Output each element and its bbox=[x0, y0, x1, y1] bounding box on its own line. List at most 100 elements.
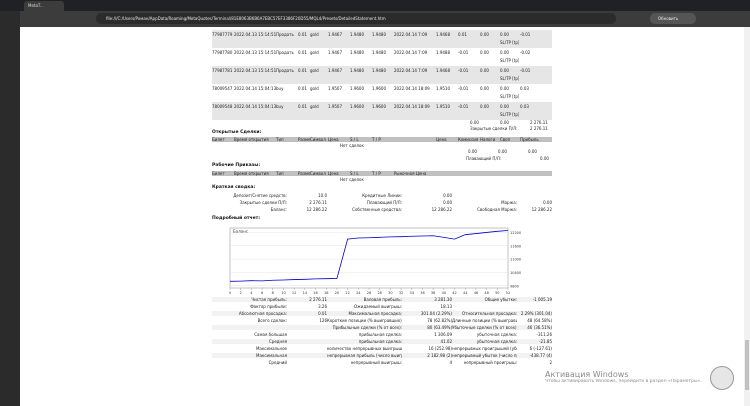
x-tick-label: 26 bbox=[367, 291, 371, 295]
cell bbox=[394, 137, 436, 142]
details-row: Абсолютная просадка: 0.01 Максимальная про… bbox=[212, 311, 552, 316]
cell: Собственные средства: bbox=[352, 207, 402, 212]
cell: 1.9507 bbox=[328, 86, 342, 91]
cell: Короткие позиции (% выигравших): bbox=[327, 318, 402, 323]
cell: buy bbox=[276, 104, 284, 109]
cell: Максимальная bbox=[256, 353, 287, 358]
cell: Закрытые сделки П/Л: bbox=[239, 200, 287, 205]
y-tick-label: 10400 bbox=[510, 271, 521, 275]
cell: Рыночная Цена bbox=[394, 171, 427, 176]
cell: 0.00 bbox=[480, 104, 489, 109]
cell: Средняя bbox=[269, 339, 287, 344]
cell: 1.9600 bbox=[372, 86, 386, 91]
cell: Максимальная просадка: bbox=[348, 311, 402, 316]
zoom-icon[interactable] bbox=[710, 366, 734, 390]
cell: 2022.04.14 7:09 bbox=[394, 32, 428, 37]
cell bbox=[287, 360, 327, 365]
cell: 0.01 bbox=[298, 68, 307, 73]
floating-value: 0.00 bbox=[540, 156, 549, 161]
details-row: Чистая прибыль: 2 276.11 Валовая прибыль: 3… bbox=[212, 297, 552, 302]
cell: непрерывный выигрыш: bbox=[350, 360, 402, 365]
y-tick-label: 12200 bbox=[510, 231, 521, 235]
cell: Размер bbox=[298, 171, 310, 176]
cell: 0.00 bbox=[480, 68, 489, 73]
x-tick-label: 14 bbox=[303, 291, 308, 295]
cell: -311.26 bbox=[536, 332, 552, 337]
x-tick-label: 30 bbox=[388, 291, 392, 295]
cell: gold bbox=[310, 50, 319, 55]
watermark: Активация Windows Чтобы активировать Win… bbox=[545, 370, 705, 384]
closed-total: 2 276.11 bbox=[530, 120, 548, 125]
cell: 12 286.22 bbox=[306, 207, 327, 212]
cell: 1.9600 bbox=[350, 104, 364, 109]
cell: непрерывная прибыль (число выигрышей): bbox=[327, 353, 402, 358]
address-bar[interactable] bbox=[96, 13, 616, 24]
x-tick-label: 4 bbox=[250, 291, 253, 295]
x-tick-label: 38 bbox=[431, 291, 435, 295]
cell: Символ bbox=[310, 171, 326, 176]
cell: -0.01 bbox=[458, 104, 469, 109]
cell: 2022.04.14 7:09 bbox=[394, 68, 428, 73]
x-tick-label: 10 bbox=[281, 291, 285, 295]
cell: Убыточные сделки (% от всех): bbox=[452, 325, 517, 330]
cell: 6 (-127.61) bbox=[529, 346, 552, 351]
cell: Билет bbox=[212, 137, 225, 142]
cell: 78 (62.82%) bbox=[427, 318, 452, 323]
cell: Время открытия bbox=[234, 137, 269, 142]
cell: 48 (64.58%) bbox=[527, 318, 552, 323]
cell: Абсолютная просадка: bbox=[238, 311, 287, 316]
cell: Депозит/Снятие средств: bbox=[233, 193, 287, 198]
cell: 18.13 bbox=[440, 304, 452, 309]
cell: Продать bbox=[276, 32, 294, 37]
profile-button[interactable] bbox=[650, 13, 696, 24]
trade-row: 77987780 2022.04.13 15:14:51 Продать 0.01 go… bbox=[212, 50, 552, 55]
cell: Валовая прибыль: bbox=[363, 297, 402, 302]
cell: -0.01 bbox=[520, 32, 531, 37]
cell: прибыльная сделка: bbox=[358, 339, 402, 344]
trade-row: 78009548 2022.04.14 15:04:13 buy 0.01 gold 1.… bbox=[212, 104, 552, 109]
cell: 0.01 bbox=[298, 104, 307, 109]
scroll-thumb[interactable] bbox=[745, 340, 749, 390]
cell: 1.9468 bbox=[436, 68, 450, 73]
cell: Комиссия bbox=[458, 137, 479, 142]
cell: T / P bbox=[372, 171, 381, 176]
x-tick-label: 32 bbox=[399, 291, 403, 295]
cell: 41.02 bbox=[440, 339, 452, 344]
cell: Цена bbox=[328, 171, 339, 176]
scrollbar bbox=[744, 27, 750, 406]
x-tick-label: 42 bbox=[452, 291, 456, 295]
cell: -1 005.19 bbox=[532, 297, 552, 302]
x-tick-label: 20 bbox=[335, 291, 339, 295]
cell: 12 286.22 bbox=[431, 207, 452, 212]
cell: 2022.04.13 15:14:51 bbox=[234, 32, 276, 37]
cell: gold bbox=[310, 32, 319, 37]
section-title: Открытые Сделки: bbox=[212, 130, 262, 135]
cell: gold bbox=[310, 104, 319, 109]
cell: 1.9467 bbox=[328, 32, 342, 37]
cell: -0.01 bbox=[458, 86, 469, 91]
cell: -21.85 bbox=[539, 339, 552, 344]
cell: 77987779 bbox=[212, 32, 233, 37]
profile-label: Обновить bbox=[658, 16, 679, 21]
cell: 4 bbox=[449, 360, 452, 365]
trade-row: 77987781 2022.04.13 15:14:51 Продать 0.01 go… bbox=[212, 68, 552, 73]
cell: 78009548 bbox=[212, 104, 233, 109]
cell bbox=[452, 193, 517, 198]
cell: Символ bbox=[310, 137, 326, 142]
x-tick-label: 52 bbox=[506, 291, 510, 295]
tab[interactable] bbox=[24, 1, 64, 11]
cell: 1.9480 bbox=[372, 50, 386, 55]
trade-note: SL/TP [tp] bbox=[500, 76, 520, 81]
summary-row: Баланс: 12 286.22 Собственные средства: 12 … bbox=[212, 207, 552, 212]
cell: количество непрерывных выигрышей (прибыл… bbox=[327, 346, 402, 351]
cell: gold bbox=[310, 68, 319, 73]
cell: 1.9507 bbox=[328, 104, 342, 109]
x-tick-label: 8 bbox=[272, 291, 274, 295]
cell: Билет bbox=[212, 171, 225, 176]
cell: 2 182.98 (2) bbox=[427, 353, 452, 358]
cell: 0.00 bbox=[500, 50, 509, 55]
x-tick-label: 36 bbox=[420, 291, 424, 295]
